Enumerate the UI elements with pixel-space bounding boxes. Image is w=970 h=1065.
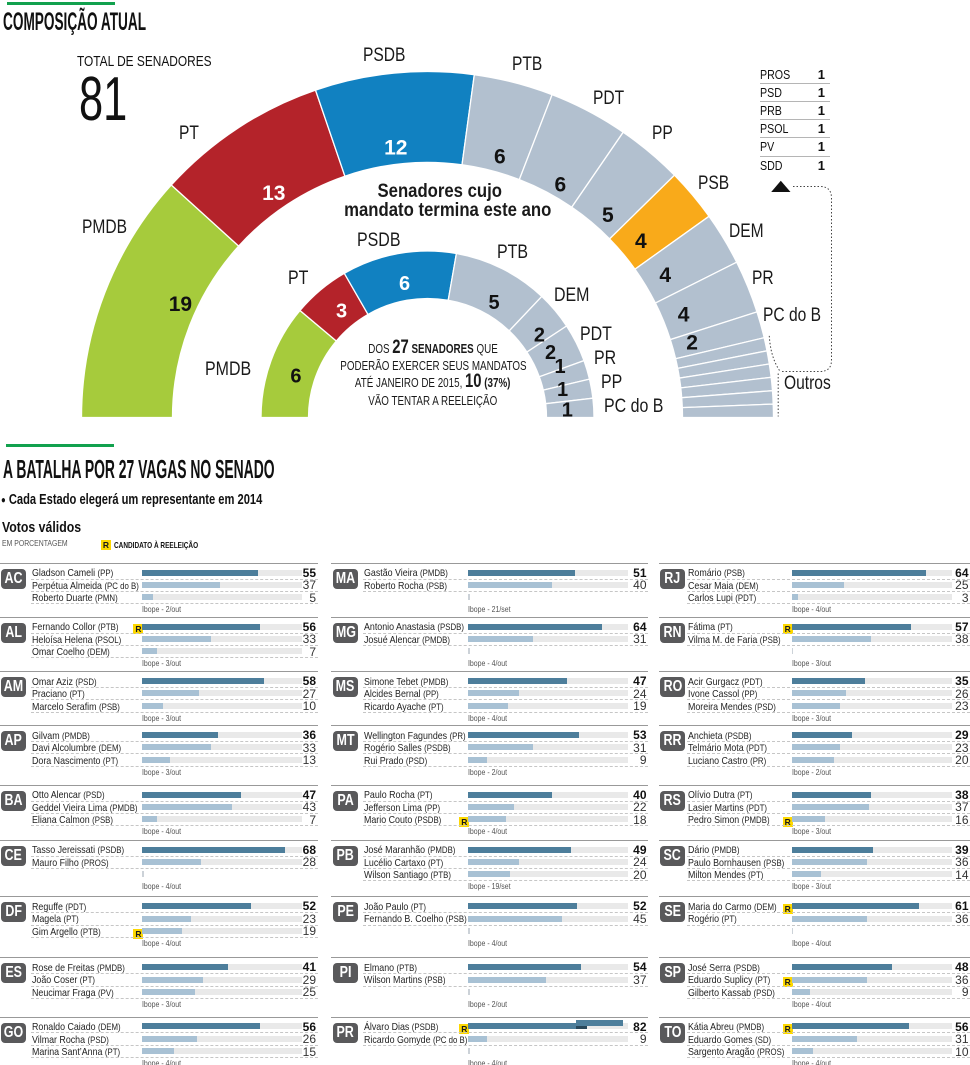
svg-text:13: 13: [262, 182, 285, 205]
svg-text:6: 6: [399, 273, 410, 295]
svg-text:4: 4: [659, 264, 671, 287]
svg-text:1: 1: [562, 399, 573, 420]
svg-text:2: 2: [545, 342, 556, 364]
svg-text:6: 6: [290, 366, 301, 388]
svg-text:6: 6: [554, 174, 566, 197]
svg-text:19: 19: [169, 293, 192, 316]
svg-text:6: 6: [494, 145, 506, 168]
svg-text:1: 1: [557, 379, 568, 401]
svg-text:5: 5: [602, 204, 614, 227]
svg-text:3: 3: [336, 300, 347, 322]
svg-text:4: 4: [635, 230, 647, 253]
svg-text:1: 1: [555, 356, 566, 378]
svg-text:12: 12: [384, 136, 407, 159]
svg-text:2: 2: [534, 325, 545, 347]
svg-text:5: 5: [488, 292, 499, 314]
svg-text:4: 4: [678, 304, 690, 327]
svg-text:2: 2: [686, 332, 698, 355]
